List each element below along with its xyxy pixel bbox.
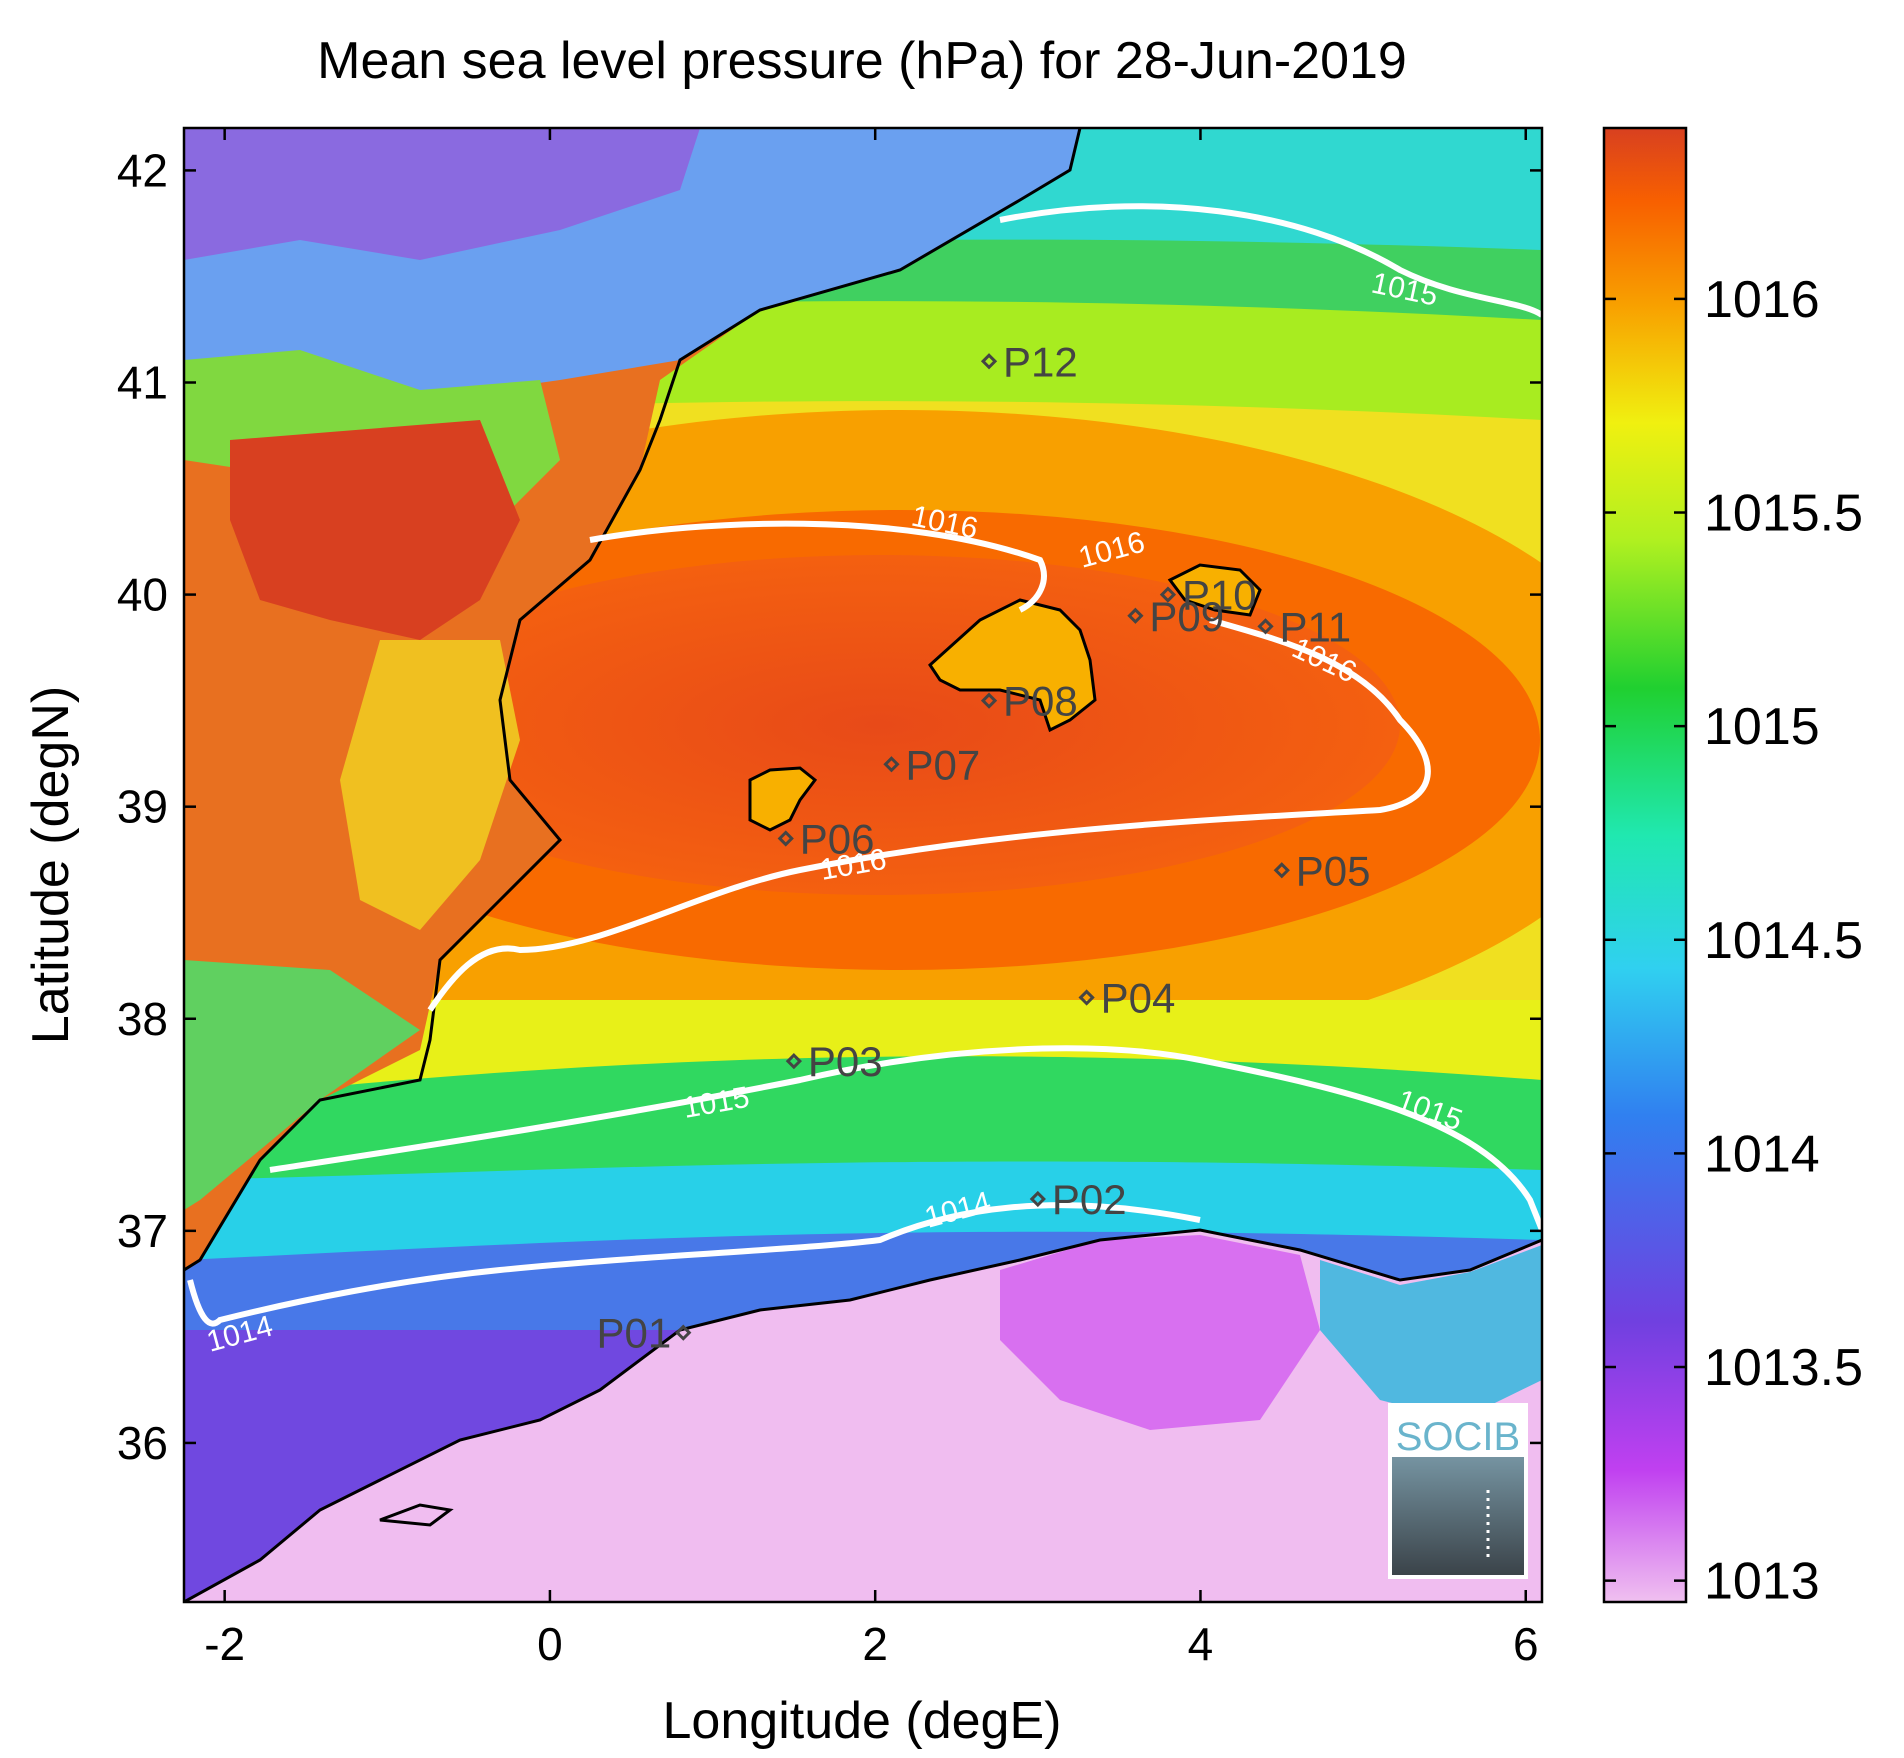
colorbar-tick-label: 1013.5 xyxy=(1704,1339,1863,1397)
socib-logo-top xyxy=(1392,1407,1524,1457)
island-ibiza xyxy=(750,768,815,830)
station-marker: P07 xyxy=(883,741,980,788)
y-tick-label: 36 xyxy=(117,1417,168,1469)
station-marker: P11 xyxy=(1257,603,1352,650)
y-tick-label: 41 xyxy=(117,357,168,409)
coastline-iberia xyxy=(184,128,1082,1272)
y-tick-label: 42 xyxy=(117,144,168,196)
coastline-ibiza xyxy=(748,766,818,832)
land-north-purple xyxy=(184,128,700,260)
station-marker: P12 xyxy=(980,338,1078,385)
x-tick-label: 2 xyxy=(862,1618,888,1670)
colorbar-tick-label: 1013 xyxy=(1704,1553,1820,1611)
station-label: P06 xyxy=(800,815,875,862)
contour-1014 xyxy=(187,1202,1201,1327)
colorbar xyxy=(1602,126,1688,1604)
station-marker: P05 xyxy=(1273,847,1371,894)
station-marker: P01 xyxy=(597,1310,692,1357)
station-diamond-icon xyxy=(1127,607,1144,624)
station-diamond-icon xyxy=(1029,1190,1046,1208)
station-label: P02 xyxy=(1052,1176,1127,1223)
colorbar-tick-label: 1015 xyxy=(1704,698,1820,756)
socib-logo: SOCIB xyxy=(1388,1403,1528,1579)
station-label: P09 xyxy=(1149,593,1224,640)
station-diamond-icon xyxy=(1257,618,1274,635)
y-tick-label: 40 xyxy=(117,569,168,621)
x-tick-label: -2 xyxy=(204,1618,245,1670)
chart-title: Mean sea level pressure (hPa) for 28-Jun… xyxy=(317,32,1407,90)
station-diamond-icon xyxy=(980,692,998,709)
land-yellow-east xyxy=(340,640,520,930)
station-diamond-icon xyxy=(785,1053,803,1070)
x-tick-label: 6 xyxy=(1513,1618,1539,1670)
coastline-africa xyxy=(184,1228,1542,1602)
station-marker: P09 xyxy=(1127,593,1224,640)
land-green-south xyxy=(184,960,420,1210)
land-africa-mix xyxy=(1320,1245,1542,1420)
colorbar-tick-label: 1014 xyxy=(1704,1125,1820,1183)
colorbar-tick-label: 1014.5 xyxy=(1704,912,1863,970)
station-label: P12 xyxy=(1003,338,1078,385)
land-africa-magenta xyxy=(1000,1235,1320,1430)
station-diamond-icon xyxy=(883,756,900,773)
station-diamond-icon xyxy=(1078,989,1095,1006)
band-south-green xyxy=(184,1056,1542,1190)
station-marker: P03 xyxy=(785,1038,883,1085)
x-tick-label: 0 xyxy=(537,1618,563,1670)
station-diamond-icon xyxy=(777,830,794,847)
colorbar-tick-label: 1016 xyxy=(1704,271,1820,329)
y-tick-label: 37 xyxy=(117,1205,168,1257)
coastline-mallorca xyxy=(928,598,1097,733)
x-axis: -2 0 2 4 6 xyxy=(204,128,1539,1670)
station-marker: P10 xyxy=(1159,572,1257,619)
station-label: P08 xyxy=(1003,678,1078,725)
coastlines xyxy=(184,128,1542,1602)
contour-1015-north xyxy=(999,203,1542,318)
station-label: P05 xyxy=(1296,847,1371,894)
contours xyxy=(187,203,1542,1327)
island-mallorca xyxy=(930,600,1095,730)
x-axis-label: Longitude (degE) xyxy=(663,1692,1062,1750)
station-label: P04 xyxy=(1101,975,1176,1022)
contour-1015-south xyxy=(269,1045,1542,1232)
station-marker: P06 xyxy=(777,815,875,862)
colorbar-axis: 1013 1013.5 1014 1014.5 1015 1015.5 1016 xyxy=(1604,271,1863,1611)
station-label: P10 xyxy=(1182,572,1257,619)
y-axis-label: Latitude (degN) xyxy=(22,686,80,1044)
station-label: P11 xyxy=(1280,603,1352,650)
station-diamond-icon xyxy=(1159,586,1177,603)
y-tick-label: 39 xyxy=(117,781,168,833)
station-marker: P08 xyxy=(980,678,1078,725)
station-label: P03 xyxy=(808,1038,883,1085)
station-label: P07 xyxy=(905,741,980,788)
station-diamond-icon xyxy=(1273,862,1290,879)
station-marker: P02 xyxy=(1029,1176,1127,1223)
station-diamond-icon xyxy=(980,353,998,370)
socib-logo-text: SOCIB xyxy=(1396,1415,1520,1459)
pressure-field xyxy=(184,128,1542,1602)
x-tick-label: 4 xyxy=(1188,1618,1214,1670)
station-marker: P04 xyxy=(1078,975,1176,1022)
station-diamond-icon xyxy=(675,1324,692,1341)
contour-1016 xyxy=(427,520,1431,1012)
coastline-alboran xyxy=(379,1503,454,1527)
coastline-menorca xyxy=(1167,563,1262,617)
y-tick-label: 38 xyxy=(117,993,168,1045)
land-red-core xyxy=(230,420,520,640)
plot-frame xyxy=(182,126,1544,1604)
colorbar-tick-label: 1015.5 xyxy=(1704,485,1863,543)
band-red xyxy=(360,555,1400,895)
station-label: P01 xyxy=(597,1310,672,1357)
y-axis: 36 37 38 39 40 41 42 xyxy=(117,144,1542,1469)
